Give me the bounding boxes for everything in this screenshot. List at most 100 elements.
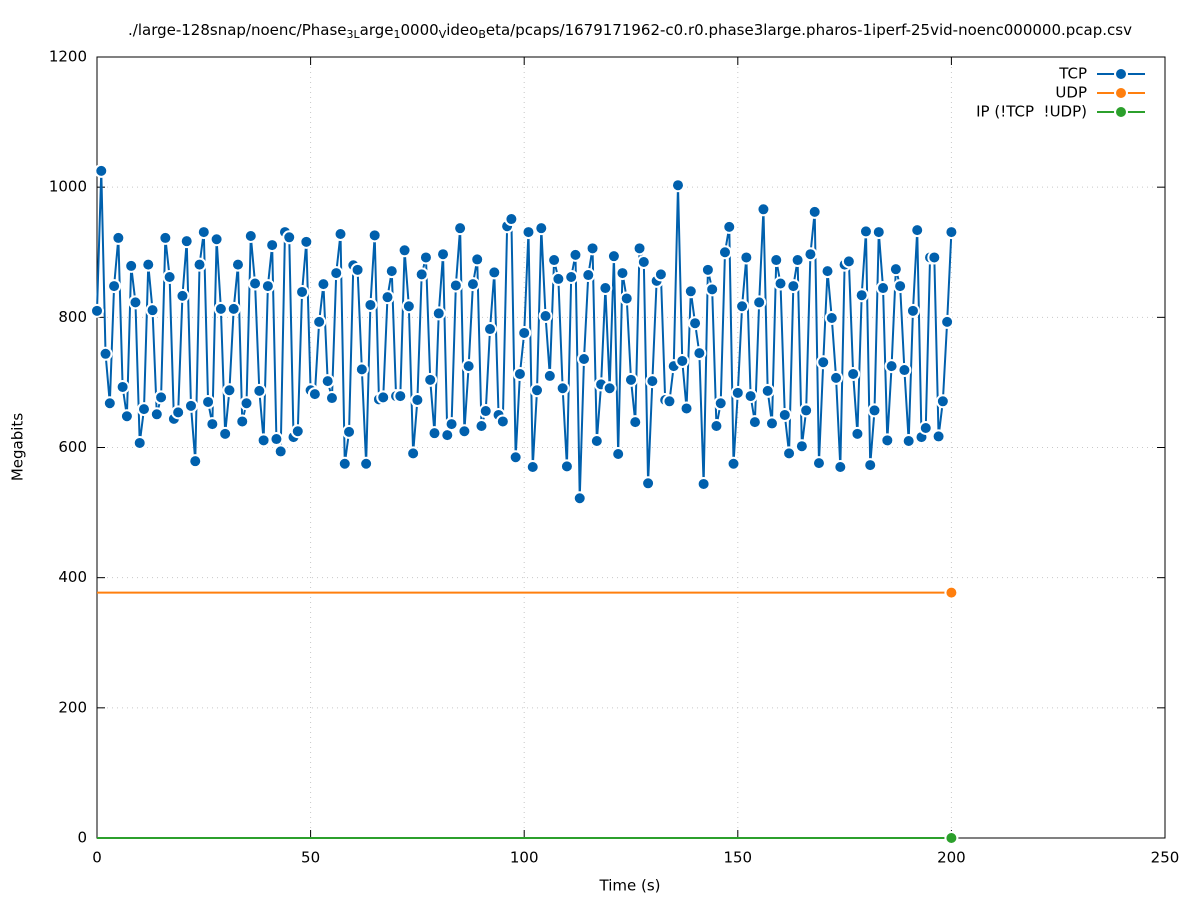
y-axis-label: Megabits	[9, 413, 27, 481]
title-subscript: V	[439, 28, 447, 41]
data-point	[816, 355, 831, 370]
data-point	[739, 250, 754, 265]
data-point	[260, 279, 275, 294]
title-part: ./large-128snap/noenc/Phase	[128, 21, 346, 39]
x-tick-label: 0	[92, 849, 102, 867]
x-tick-label: 200	[937, 849, 966, 867]
title-subscript: 1	[394, 28, 401, 41]
data-point	[324, 391, 339, 406]
data-point	[876, 281, 891, 296]
data-point	[145, 303, 160, 318]
y-tick-label: 200	[58, 698, 87, 716]
data-point	[944, 831, 959, 845]
data-point	[132, 435, 147, 450]
data-point	[243, 228, 258, 243]
data-point	[226, 301, 241, 316]
data-point	[696, 476, 711, 491]
data-point	[504, 212, 519, 227]
data-point	[427, 426, 442, 441]
data-point	[619, 291, 634, 306]
data-point	[577, 351, 592, 366]
data-point	[461, 359, 476, 374]
data-point	[94, 163, 109, 178]
data-point	[700, 262, 715, 277]
data-point	[628, 415, 643, 430]
data-point	[905, 303, 920, 318]
data-point	[495, 414, 510, 429]
data-point	[508, 450, 523, 465]
data-point	[188, 454, 203, 469]
data-point	[218, 426, 233, 441]
data-point	[273, 444, 288, 459]
data-point	[722, 219, 737, 234]
data-point	[636, 255, 651, 270]
data-point	[196, 225, 211, 240]
data-point	[769, 253, 784, 268]
data-point	[829, 370, 844, 385]
data-point	[474, 419, 489, 434]
data-point	[807, 204, 822, 219]
data-point	[824, 310, 839, 325]
data-point	[884, 359, 899, 374]
data-point	[747, 415, 762, 430]
data-point	[295, 284, 310, 299]
data-point	[162, 269, 177, 284]
data-point	[624, 372, 638, 387]
data-point	[333, 227, 348, 242]
data-point	[201, 394, 216, 409]
data-point	[790, 253, 805, 268]
legend-marker	[1114, 105, 1128, 119]
x-tick-label: 150	[723, 849, 752, 867]
data-point	[572, 491, 587, 506]
data-point	[329, 266, 344, 281]
y-tick-label: 0	[77, 829, 87, 847]
title-part: 0000	[401, 21, 439, 39]
data-point	[730, 385, 745, 400]
data-point	[406, 446, 421, 461]
data-point	[679, 401, 694, 416]
data-point	[897, 363, 912, 378]
data-point	[735, 299, 750, 314]
data-point	[423, 372, 438, 387]
data-point	[376, 390, 391, 405]
data-point	[337, 456, 352, 471]
data-point	[269, 432, 284, 447]
data-point	[530, 383, 545, 398]
data-point	[124, 258, 139, 273]
data-point	[935, 394, 950, 409]
data-point	[98, 346, 113, 361]
data-point	[726, 456, 741, 471]
data-point	[564, 269, 579, 284]
data-point	[525, 460, 540, 475]
data-point	[901, 433, 916, 448]
legend-label: IP (!TCP !UDP)	[976, 103, 1087, 121]
data-point	[632, 241, 647, 256]
title-part: arge	[360, 21, 394, 39]
data-point	[393, 389, 408, 404]
data-point	[611, 447, 626, 462]
data-point	[675, 353, 690, 368]
data-point	[820, 264, 835, 279]
data-point	[581, 268, 596, 283]
data-point	[115, 379, 130, 394]
data-point	[641, 476, 656, 491]
data-point	[585, 241, 600, 256]
data-point	[448, 278, 463, 293]
data-point	[102, 396, 117, 411]
data-point	[235, 414, 250, 429]
data-point	[713, 396, 728, 411]
x-tick-label: 100	[510, 849, 539, 867]
data-point	[858, 224, 873, 239]
title-part: eta/pcaps/1679171962-c0.r0.phase3large.p…	[486, 21, 1132, 39]
data-point	[282, 230, 297, 245]
data-point	[645, 374, 660, 389]
data-point	[222, 383, 237, 398]
data-point	[312, 314, 327, 329]
data-point	[602, 381, 617, 396]
data-point	[811, 456, 826, 471]
data-point	[354, 362, 369, 377]
data-point	[401, 299, 416, 314]
data-point	[265, 238, 280, 253]
data-point	[414, 267, 429, 282]
